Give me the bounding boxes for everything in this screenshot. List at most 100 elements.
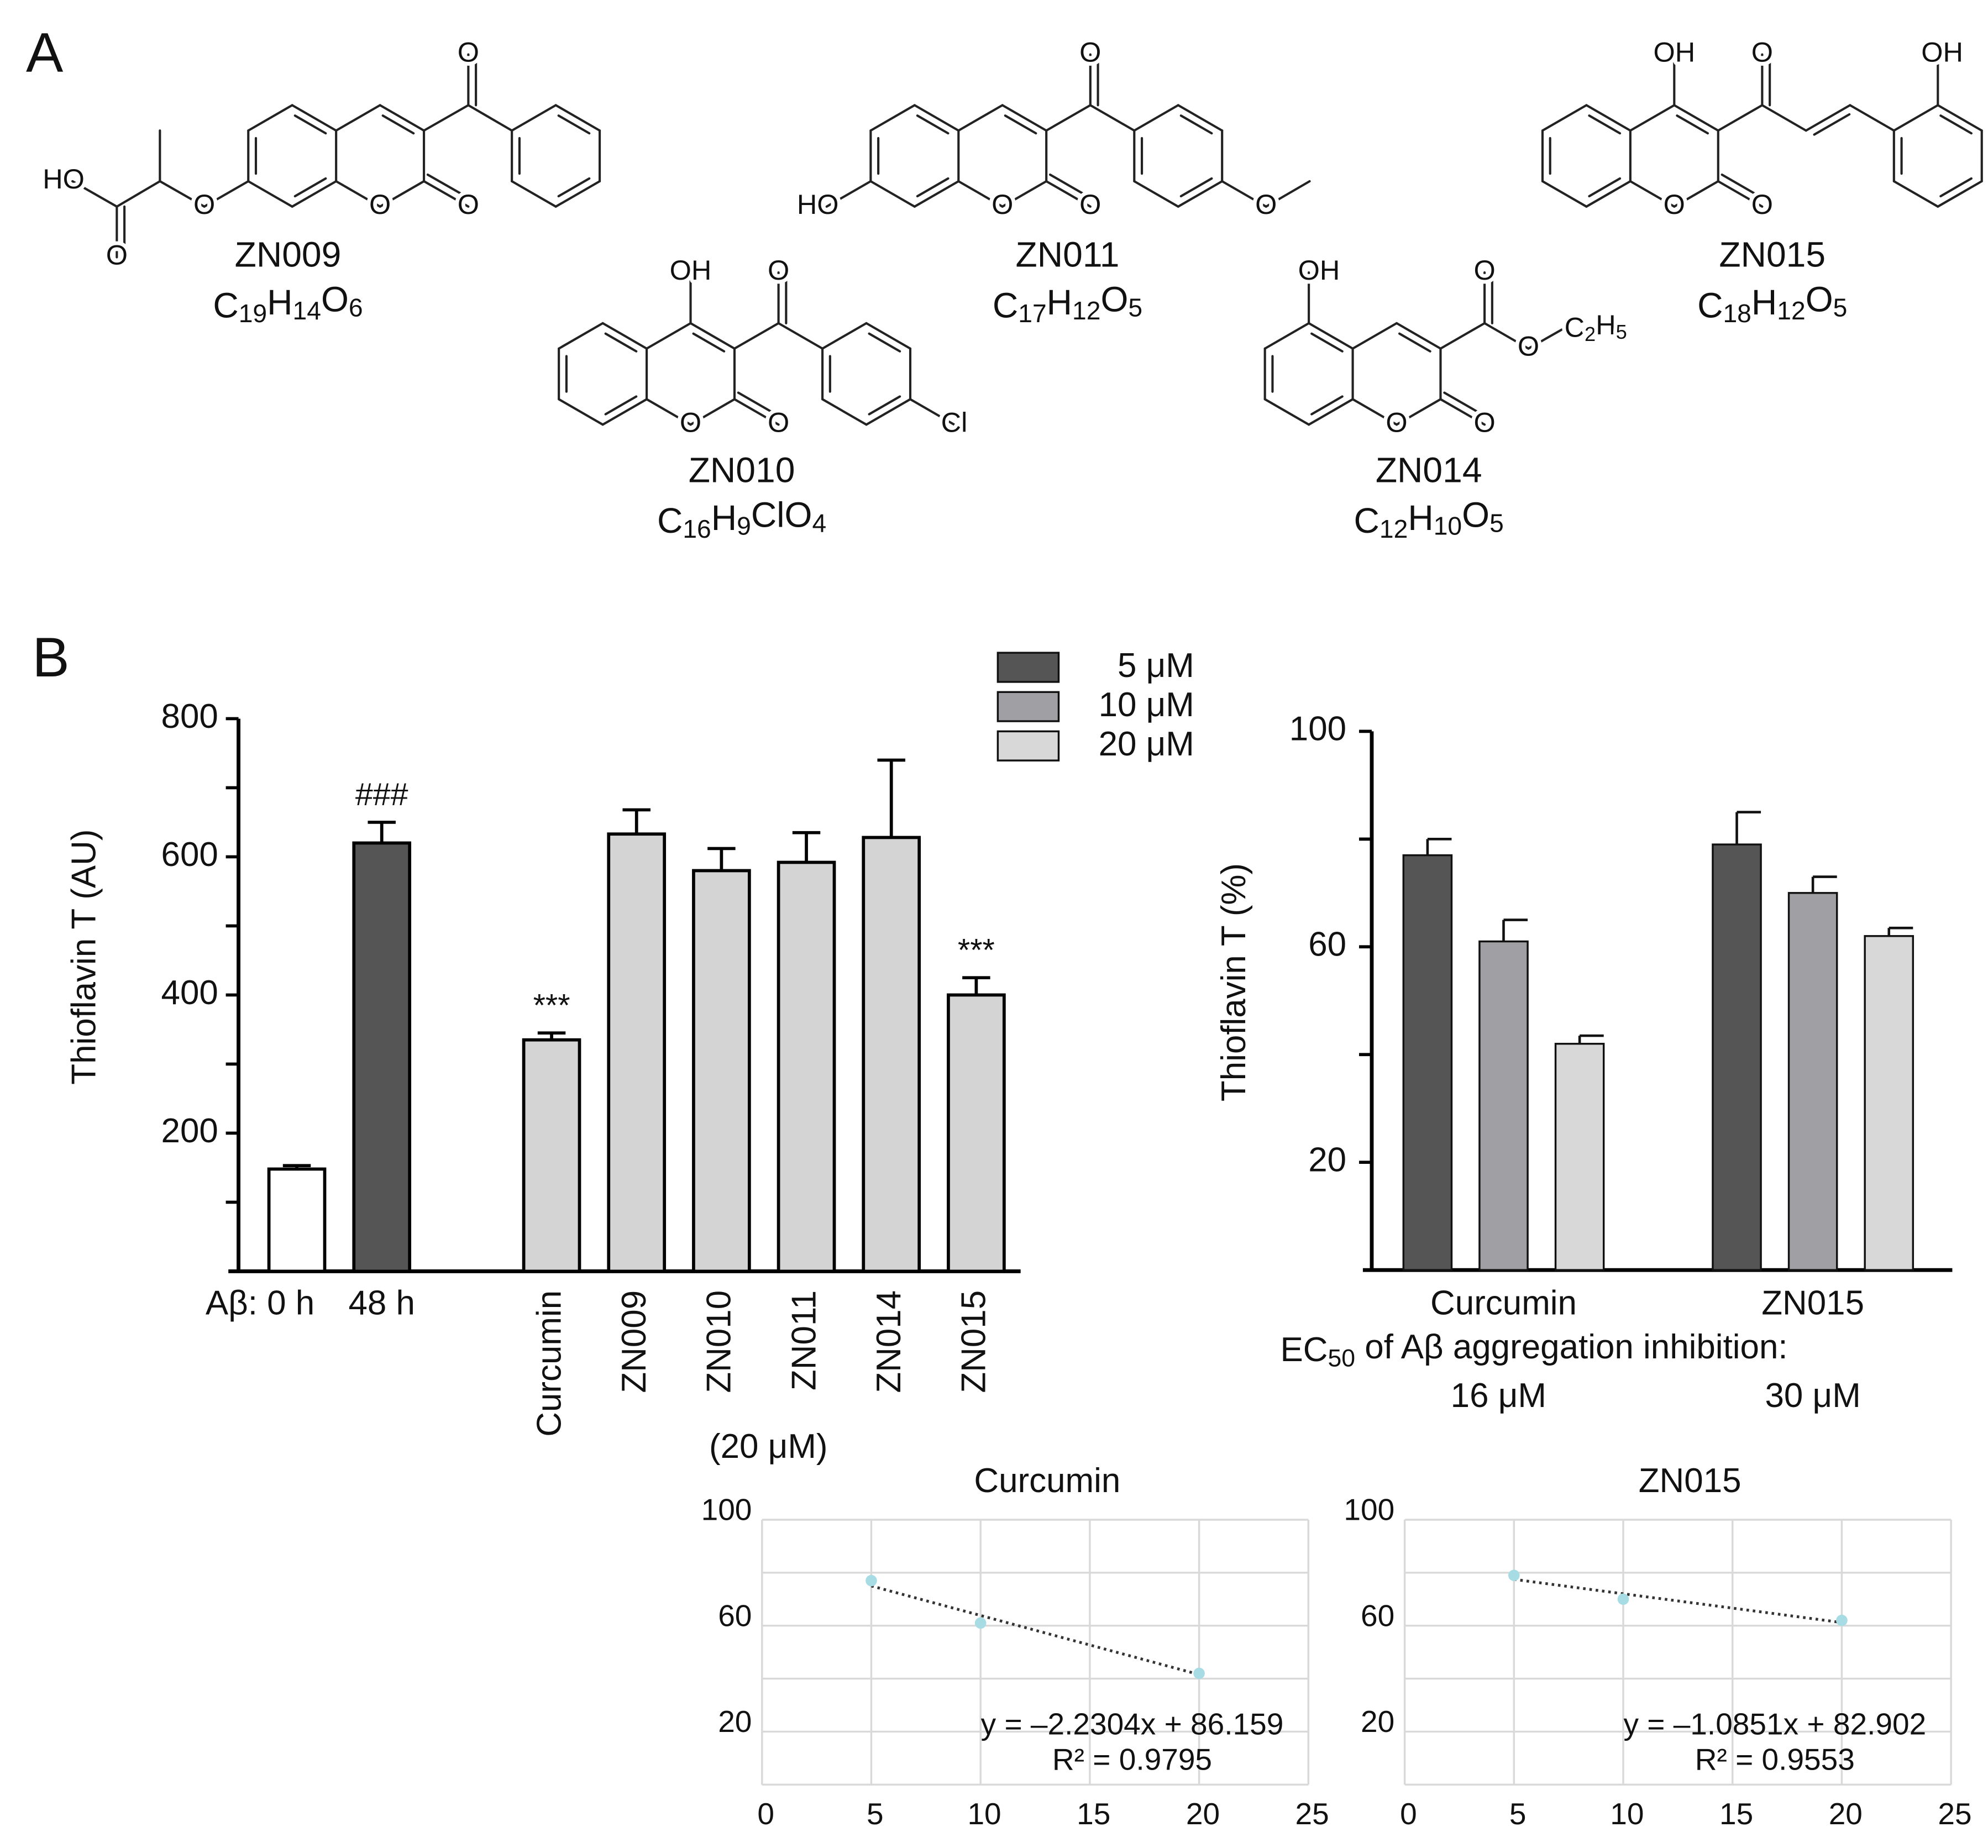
x-tick-label: 15 [1077, 1797, 1110, 1831]
x-tick-label: 10 [1610, 1797, 1644, 1831]
trendline-equation: y = –2.2304x + 86.159 [981, 1707, 1284, 1741]
bond [689, 398, 736, 426]
text-part: OH [1653, 36, 1695, 68]
x-tick-label: 25 [1938, 1797, 1971, 1831]
bond [916, 177, 950, 198]
x-tick-label: ZN014 [870, 1290, 908, 1393]
atom-label: O [1079, 36, 1101, 68]
bond [1395, 398, 1442, 426]
bond [247, 104, 293, 132]
text-part: O [1751, 188, 1773, 220]
text-part: 12 [1777, 296, 1805, 325]
y-tick-label: 20 [1361, 1704, 1394, 1739]
bond [777, 322, 824, 350]
text-part: Cl [941, 407, 968, 438]
trendline-equation: y = –1.0851x + 82.902 [1623, 1707, 1926, 1741]
bond [1673, 104, 1719, 132]
text-part: EC [1281, 1331, 1328, 1369]
chart-title: ZN015 [1639, 1462, 1742, 1500]
bar [862, 836, 921, 1273]
bond [1351, 322, 1398, 350]
bond [422, 104, 470, 132]
bond [1398, 332, 1431, 353]
x-tick-label: 48 h [348, 1284, 415, 1322]
y-tick-label: 60 [1308, 926, 1346, 964]
atom-label: C2H5 [1565, 309, 1627, 345]
text-part: O [1100, 280, 1128, 319]
ec50-label: 30 μM [1765, 1377, 1860, 1415]
bond [381, 114, 415, 135]
text-part: O [680, 407, 701, 438]
bond [293, 177, 327, 198]
text-part: O [1664, 188, 1685, 220]
bond [1439, 398, 1486, 426]
bond [1892, 180, 1939, 208]
text-part: 5 [1833, 293, 1848, 322]
atom-label: O [1518, 330, 1539, 362]
bond [821, 398, 868, 426]
significance-label: ### [355, 777, 408, 812]
compound-name: ZN015 [1719, 235, 1826, 275]
atom-label: O [680, 407, 701, 438]
bond [1585, 104, 1632, 132]
text-part: O [1518, 330, 1539, 362]
point [974, 1617, 987, 1629]
text-part: C [1565, 312, 1585, 343]
bar [692, 869, 751, 1273]
bond [1310, 332, 1344, 353]
text-part: H [1596, 309, 1615, 340]
bar [1402, 854, 1453, 1271]
atom-label: O [992, 188, 1013, 220]
note: EC50 of Aβ aggregation inhibition: [1281, 1328, 1788, 1372]
text-part: C [213, 285, 238, 325]
bond [1310, 395, 1344, 416]
atom-label: O [1079, 188, 1101, 220]
bond [1717, 104, 1764, 132]
text-part: OH [1921, 36, 1963, 68]
atom-label: O [369, 188, 391, 220]
significance-label: *** [533, 988, 570, 1023]
bond [957, 104, 1004, 132]
text-part: OH [670, 254, 712, 286]
compound-formula: C18H12O5 [1697, 280, 1847, 328]
r-squared: R² = 0.9795 [1052, 1742, 1212, 1777]
x-tick-label: 20 [1829, 1797, 1863, 1831]
legend-swatch [996, 691, 1060, 722]
bond [554, 180, 601, 208]
bond [865, 322, 912, 350]
bar [352, 841, 412, 1273]
text-part: OH [1298, 254, 1340, 286]
atom-label: O [193, 188, 215, 220]
text-part: O [768, 407, 789, 438]
y-tick-label: 600 [161, 836, 218, 874]
point [1617, 1593, 1629, 1605]
x-tick-label: ZN011 [785, 1290, 823, 1390]
bond [1177, 104, 1224, 132]
bond [71, 180, 118, 208]
bond [554, 104, 601, 132]
text-part: O [1462, 495, 1489, 534]
text-part: H [1047, 282, 1072, 322]
bond [1045, 180, 1092, 208]
bond [1439, 322, 1486, 350]
atom-label: O [1386, 407, 1407, 438]
bond [913, 180, 960, 208]
bond [601, 398, 648, 426]
compound-name: ZN009 [235, 235, 342, 275]
bond [1541, 180, 1588, 208]
bond [1483, 322, 1530, 350]
r-squared: R² = 0.9553 [1695, 1742, 1855, 1777]
significance-label: *** [958, 932, 995, 968]
text-part: O [1473, 407, 1495, 438]
compound-name: ZN010 [689, 450, 795, 490]
bond [557, 114, 591, 135]
y-tick-label: 60 [1361, 1598, 1394, 1632]
bond [1048, 173, 1095, 201]
text-part: 50 [1328, 1345, 1356, 1372]
text-part: C [657, 501, 683, 540]
text-part: 19 [239, 299, 267, 328]
bond [511, 104, 557, 132]
legend-label: 20 μM [1099, 725, 1194, 763]
text-part: O [1079, 188, 1101, 220]
